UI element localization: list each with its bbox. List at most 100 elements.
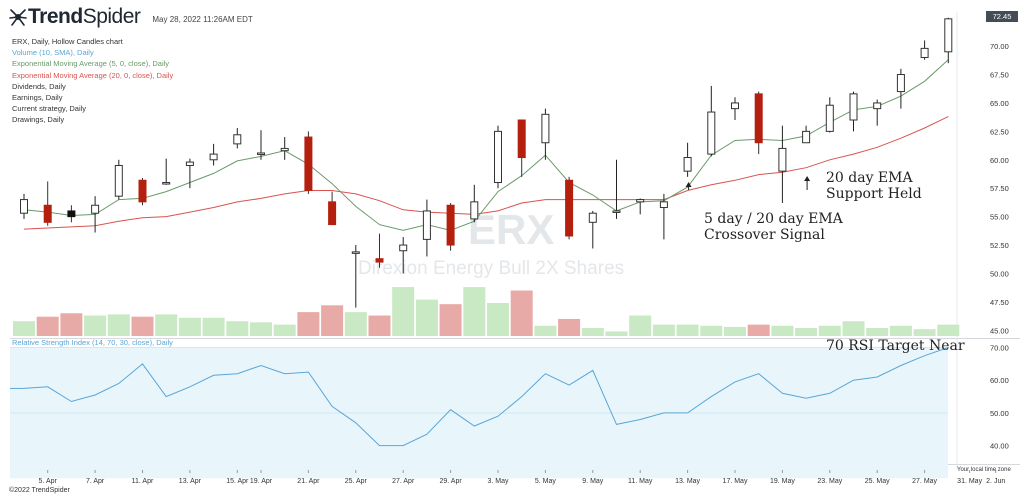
candle-body[interactable] — [91, 204, 100, 214]
candle-body[interactable] — [731, 102, 739, 110]
volume-bar — [937, 324, 960, 336]
brand-name-bold: Trend — [28, 5, 83, 28]
legend-item: Exponential Moving Average (5, 0, close)… — [12, 59, 170, 69]
annotation-crossover-line1: 5 day / 20 day EMA — [704, 211, 843, 227]
candle-body[interactable] — [707, 111, 716, 155]
candle-body[interactable] — [304, 136, 313, 191]
candle-body[interactable] — [67, 210, 76, 218]
volume-bar — [250, 322, 272, 336]
candle-body[interactable] — [944, 18, 953, 53]
price-axis-label: 62.50 — [990, 127, 1009, 136]
legend-item: Exponential Moving Average (20, 0, close… — [12, 70, 174, 80]
candle-body[interactable] — [636, 199, 645, 203]
x-axis-label: 21. Apr — [297, 478, 320, 485]
legend-item: Earnings, Daily — [12, 93, 63, 103]
legend-item: Drawings, Daily — [12, 115, 65, 125]
brand-name-light: Spider — [82, 5, 141, 28]
volume-bar — [676, 324, 699, 336]
volume-bar — [392, 287, 415, 336]
candle-body[interactable] — [588, 212, 597, 223]
volume-bar — [155, 314, 178, 336]
annotation-crossover: 5 day / 20 day EMA Crossover Signal — [704, 211, 843, 243]
x-axis-label: 15. Apr — [226, 478, 249, 485]
volume-bar — [700, 325, 723, 336]
x-axis-label: 9. May — [582, 478, 604, 485]
volume-bar — [60, 313, 83, 336]
x-axis-label: 11. May — [628, 478, 653, 485]
candle-body[interactable] — [565, 179, 574, 237]
candle-body[interactable] — [754, 93, 763, 144]
volume-bar — [13, 321, 35, 336]
price-axis-label: 67.50 — [990, 71, 1009, 80]
candle-body[interactable] — [802, 130, 811, 144]
candle-body[interactable] — [683, 157, 692, 172]
volume-bar — [202, 317, 225, 336]
candle-body[interactable] — [138, 179, 147, 203]
candle-body[interactable] — [280, 147, 289, 152]
candle-body[interactable] — [399, 244, 408, 252]
candle-body[interactable] — [209, 153, 218, 161]
x-axis-label: 27. May — [912, 478, 937, 485]
candle-body[interactable] — [873, 102, 882, 110]
candle-body[interactable] — [541, 113, 550, 144]
price-axis-label: 50.00 — [990, 269, 1009, 278]
legend-item: Current strategy, Daily — [12, 104, 87, 114]
candle-body[interactable] — [422, 210, 431, 240]
annotation-ema-support: 20 day EMA Support Held — [826, 170, 922, 202]
volume-bar — [652, 324, 675, 336]
ema-20-line — [23, 116, 949, 230]
candle-body[interactable] — [20, 199, 28, 214]
annotation-ema-support-line2: Support Held — [826, 186, 922, 202]
candle-body[interactable] — [114, 164, 123, 197]
candle-body[interactable] — [849, 93, 858, 121]
volume-bar — [889, 325, 912, 336]
volume-bar — [487, 303, 509, 336]
x-axis-label: 23. May — [817, 478, 842, 485]
volume-bar — [368, 315, 391, 336]
candle-body[interactable] — [494, 130, 502, 184]
annotation-ema-support-line1: 20 day EMA — [826, 170, 913, 186]
x-axis-label: 27. Apr — [392, 478, 415, 485]
x-axis-label: 5. May — [535, 478, 557, 485]
x-axis-label: 25. Apr — [345, 478, 368, 485]
volume-bar — [771, 325, 794, 336]
candle-body[interactable] — [233, 134, 242, 145]
volume-bar — [581, 328, 604, 336]
legend-item: Dividends, Daily — [12, 81, 66, 91]
volume-bar — [297, 312, 320, 336]
candle-body[interactable] — [162, 182, 171, 185]
candle-body[interactable] — [351, 251, 360, 254]
volume-bar — [818, 325, 841, 336]
candle-body[interactable] — [778, 147, 787, 172]
candle-body[interactable] — [446, 204, 455, 246]
candle-body[interactable] — [257, 152, 265, 155]
x-axis-label: 5. Apr — [39, 478, 58, 485]
candle-body[interactable] — [920, 47, 929, 58]
rsi-axis-label: 70.00 — [990, 344, 1009, 353]
candle-body[interactable] — [470, 201, 479, 220]
x-axis-label: 29. Apr — [440, 478, 463, 485]
candle-body[interactable] — [612, 210, 621, 213]
candle-body[interactable] — [896, 74, 905, 93]
x-axis-label: 17. May — [723, 478, 748, 485]
volume-bar — [842, 321, 865, 336]
crossover-arrow-head — [685, 182, 692, 187]
candle-body[interactable] — [825, 104, 834, 132]
candle-body[interactable] — [375, 258, 384, 263]
last-price-badge: 72.45 — [986, 11, 1018, 22]
candle-body[interactable] — [328, 201, 337, 226]
volume-bar — [629, 315, 652, 336]
candle-body[interactable] — [43, 204, 52, 223]
rsi-axis-label: 40.00 — [990, 442, 1009, 451]
volume-bar — [178, 317, 201, 336]
rsi-indicator-label: Relative Strength Index (14, 70, 30, clo… — [12, 338, 173, 347]
x-axis-label: 25. May — [865, 478, 890, 485]
volume-bar — [866, 328, 889, 336]
candle-body[interactable] — [517, 119, 526, 159]
price-axis-label: 70.00 — [990, 42, 1009, 51]
candle-body[interactable] — [659, 201, 668, 209]
candle-body[interactable] — [185, 161, 194, 166]
rsi-axis-label: 50.00 — [990, 409, 1009, 418]
chart-legend: ERX, Daily, Hollow Candles chart Volume (… — [12, 36, 173, 126]
